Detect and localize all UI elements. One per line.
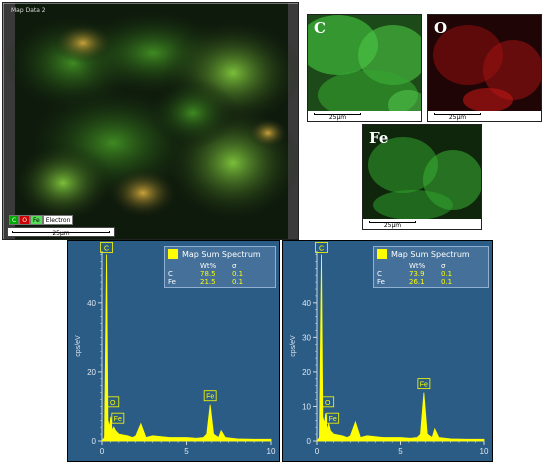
wt-header: Wt% — [200, 262, 217, 270]
y-tick-label: 10 — [302, 402, 311, 411]
x-tick-label: 5 — [398, 447, 403, 456]
peak-label: Fe — [206, 394, 214, 401]
fe-map: Fe 25µm — [362, 124, 482, 230]
map-title: Map Data 2 — [11, 7, 46, 14]
map-legend: C O Fe Electron — [9, 215, 74, 225]
o-map-label: O — [434, 19, 448, 37]
peak-label: O — [325, 400, 331, 407]
row-sigma: 0.1 — [441, 278, 453, 286]
y-tick-label: 40 — [302, 299, 311, 308]
legend-c: C — [9, 215, 20, 225]
wt-header: Wt% — [409, 262, 426, 270]
x-tick-label: 10 — [480, 447, 489, 456]
row-sigma: 0.1 — [232, 270, 244, 278]
legend-electron: Electron — [42, 215, 74, 225]
wt-table: Wt% σ C 73.9 0.1 Fe 26.1 0.1 — [374, 261, 488, 287]
peak-label: O — [110, 400, 116, 407]
o-scale-bar: 25µm — [430, 110, 485, 121]
row-wt: 26.1 — [409, 278, 425, 286]
peak-label-box — [321, 396, 335, 408]
row-wt: 78.5 — [200, 270, 216, 278]
scale-label: 25µm — [52, 230, 70, 237]
peak-label-box — [326, 412, 340, 424]
c-scale-label: 25µm — [328, 114, 347, 121]
row-element: C — [377, 270, 382, 278]
legend-title: Map Sum Spectrum — [391, 249, 470, 259]
spectrum-series — [316, 254, 485, 442]
y-tick-label: 30 — [302, 333, 311, 342]
spectrum-1-plot: 0 20 40 0 5 10 cps/eV C O Fe Fe — [75, 242, 276, 456]
spectrum-1-legend: Map Sum Spectrum Wt% σ C 78.5 0.1 Fe 21.5 0.1 — [164, 246, 276, 288]
peak-label-box — [111, 412, 125, 424]
peak-label: C — [104, 245, 109, 252]
row-element: Fe — [168, 278, 176, 286]
peak-label: Fe — [114, 416, 122, 423]
row-wt: 21.5 — [200, 278, 216, 286]
legend-fe: Fe — [29, 215, 43, 225]
peak-label-box — [100, 242, 113, 253]
spectrum-2-legend: Map Sum Spectrum Wt% σ C 73.9 0.1 Fe 26.1 0.1 — [373, 246, 489, 288]
fe-scale-label: 25µm — [383, 222, 402, 229]
series-swatch — [377, 249, 387, 259]
series-swatch — [168, 249, 178, 259]
y-tick-label: 0 — [92, 437, 97, 446]
row-sigma: 0.1 — [232, 278, 244, 286]
x-tick-label: 0 — [100, 447, 105, 456]
sem-texture — [3, 3, 298, 239]
c-scale-bar: 25µm — [310, 110, 365, 121]
peak-label-box — [203, 390, 217, 402]
c-map-texture — [308, 15, 421, 121]
peak-label: C — [319, 245, 324, 252]
sem-overview-image: Map Data 2 C O Fe Electron 25µm — [2, 2, 299, 240]
y-tick-label: 20 — [87, 368, 96, 377]
peak-label: Fe — [329, 416, 337, 423]
c-map-label: C — [314, 19, 326, 37]
scale-bar: 25µm — [7, 227, 115, 237]
spectrum-1: 0 20 40 0 5 10 cps/eV C O Fe Fe Map Sum Spectrum W… — [67, 240, 280, 462]
peak-label-box — [417, 378, 431, 390]
y-axis-label: cps/eV — [290, 335, 297, 357]
y-axis-label: cps/eV — [75, 335, 82, 357]
fe-map-label: Fe — [369, 129, 389, 147]
y-tick-label: 20 — [302, 368, 311, 377]
y-tick-label: 40 — [87, 299, 96, 308]
row-wt: 73.9 — [409, 270, 425, 278]
peak-label-box — [315, 242, 328, 253]
x-tick-label: 10 — [267, 447, 276, 456]
wt-table: Wt% σ C 78.5 0.1 Fe 21.5 0.1 — [165, 261, 275, 287]
sigma-header: σ — [441, 262, 446, 270]
fe-scale-bar: 25µm — [365, 218, 420, 229]
o-scale-label: 25µm — [448, 114, 467, 121]
row-element: C — [168, 270, 173, 278]
row-element: Fe — [377, 278, 385, 286]
row-sigma: 0.1 — [441, 270, 453, 278]
y-tick-label: 0 — [307, 437, 312, 446]
spectrum-2: 0 10 20 30 40 0 5 10 cps/eV C O Fe Fe Map Sum Spectr… — [282, 240, 493, 462]
x-tick-label: 5 — [184, 447, 189, 456]
spectrum-2-plot: 0 10 20 30 40 0 5 10 cps/eV C O Fe Fe — [290, 242, 489, 456]
spectrum-series — [101, 254, 272, 442]
peak-label: Fe — [420, 382, 428, 389]
legend-title: Map Sum Spectrum — [182, 249, 261, 259]
o-map: O 25µm — [427, 14, 542, 122]
c-map: C 25µm — [307, 14, 422, 122]
x-tick-label: 0 — [315, 447, 320, 456]
sigma-header: σ — [232, 262, 237, 270]
fe-map-texture — [363, 125, 481, 229]
legend-o: O — [19, 215, 30, 225]
o-map-texture — [428, 15, 541, 121]
peak-label-box — [106, 396, 120, 408]
